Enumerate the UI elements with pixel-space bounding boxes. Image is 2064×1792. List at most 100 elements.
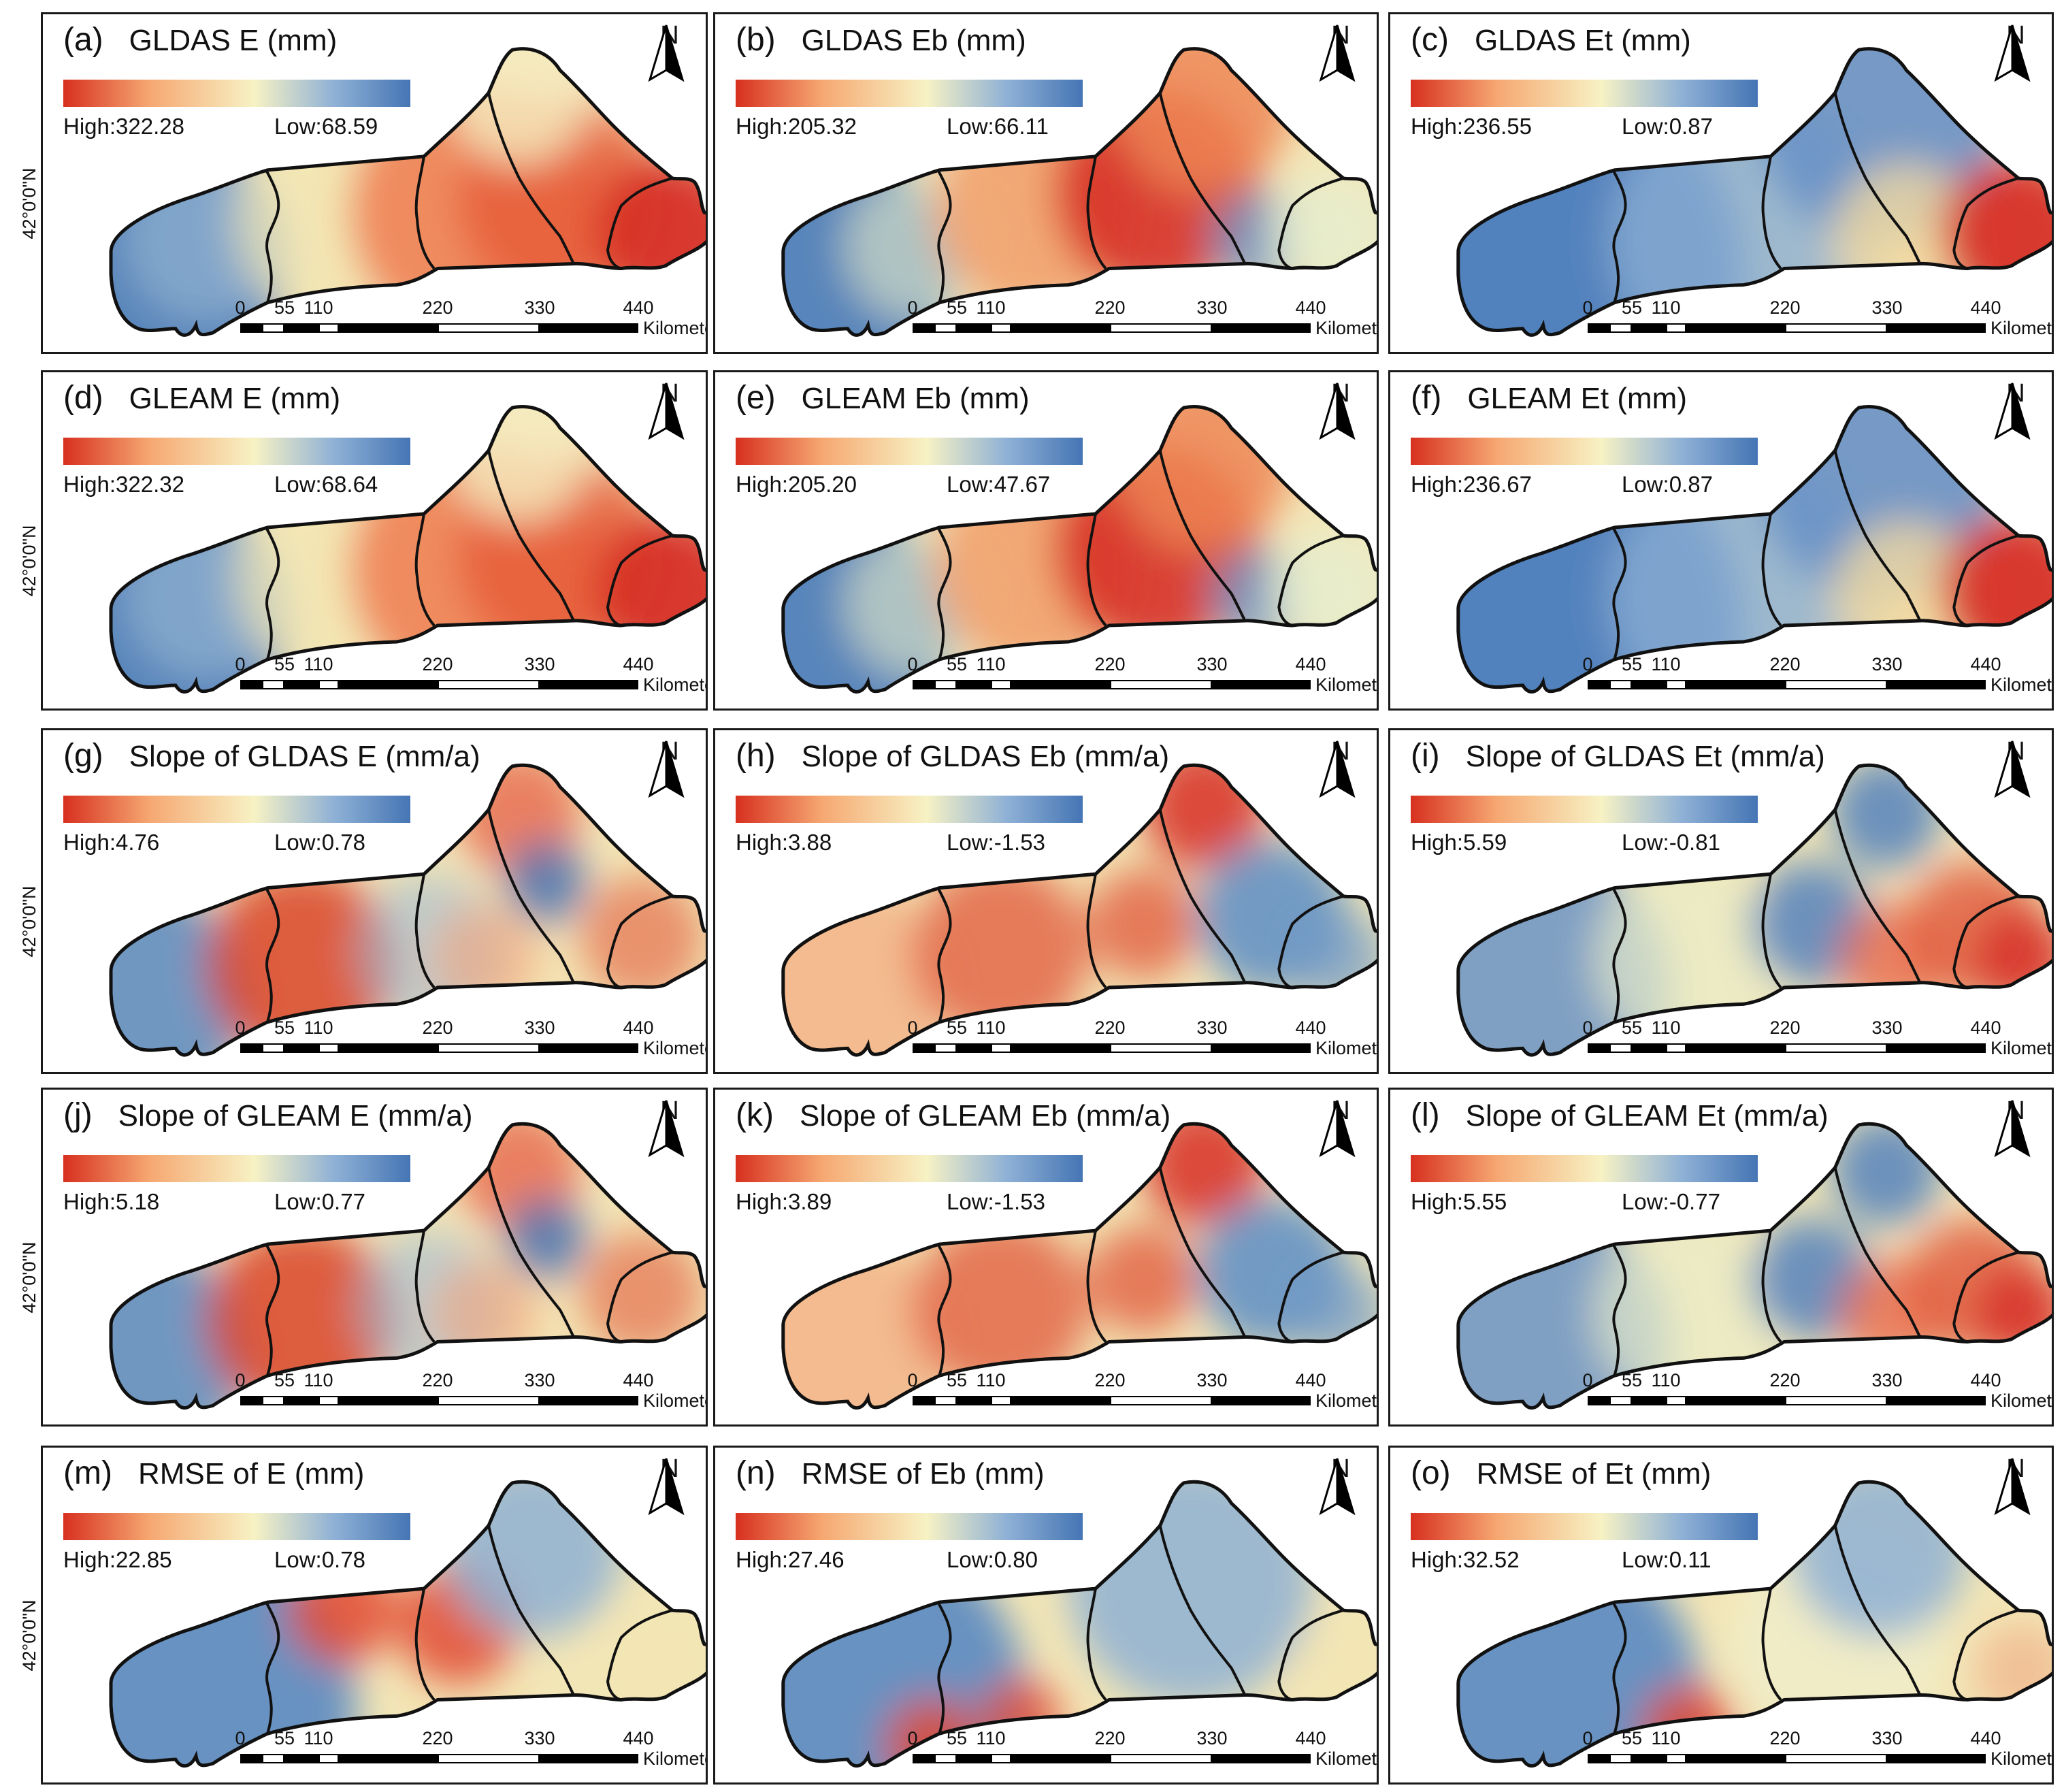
scale-tick: 55: [946, 1017, 968, 1038]
scale-segment: [318, 1754, 339, 1763]
scale-unit: Kilometers: [643, 1748, 706, 1769]
region-boundary: [781, 1122, 1377, 1410]
panel-title: (l) Slope of GLEAM Et (mm/a): [1411, 1096, 1829, 1134]
scale-tick: 220: [422, 1728, 453, 1748]
scale-segment: [540, 1754, 638, 1763]
scale-unit: Kilometers: [1991, 1748, 2052, 1769]
scale-tick: 110: [1651, 1728, 1681, 1748]
colorbar: [736, 438, 1083, 465]
subregion-boundary: [1277, 1251, 1344, 1343]
value-field-blob: [912, 1218, 1089, 1395]
value-field-blob: [580, 1232, 703, 1354]
scale-tick: 110: [976, 1728, 1006, 1748]
scale-segment: [1609, 680, 1632, 689]
scale-segment: [284, 323, 318, 333]
region-boundary: [109, 405, 706, 694]
value-field-blob: [1790, 1482, 1968, 1638]
colorbar: [1411, 1513, 1758, 1540]
panel-letter: (d): [63, 380, 103, 416]
scale-unit: Kilometers: [643, 674, 706, 695]
value-field-blob: [1068, 1482, 1313, 1706]
scale-segment: [1110, 1754, 1212, 1763]
subregion-boundary: [1611, 169, 1627, 304]
scale-unit: Kilometers: [643, 318, 706, 338]
scale-unit: Kilometers: [1991, 1038, 2052, 1058]
scale-tick: 0: [907, 1370, 918, 1390]
scale-tick: 440: [1295, 1728, 1326, 1748]
north-arrow-icon: N: [646, 22, 693, 82]
scale-tick: 330: [1196, 1370, 1228, 1390]
value-field-blob: [580, 875, 703, 1000]
subregion-boundary: [414, 156, 436, 270]
scale-tick: 110: [304, 1728, 333, 1748]
colorbar-high-label: High:3.89: [736, 1189, 832, 1214]
subregion-boundary: [1277, 534, 1344, 627]
subregion-boundary: [1158, 1525, 1247, 1696]
subregion-boundary: [265, 169, 280, 304]
scale-segment: [1588, 323, 1609, 333]
scale-tick: 330: [1871, 297, 1903, 318]
colorbar-low-label: Low:68.59: [274, 114, 378, 139]
scale-unit: Kilometers: [1991, 1390, 2052, 1411]
north-arrow-icon: N: [1317, 380, 1364, 440]
scale-tick: 110: [1651, 297, 1681, 318]
scale-segment: [913, 323, 934, 333]
scale-bar: 0 55 110 220 330 440Kilometers: [235, 1728, 706, 1776]
value-field-blob: [1115, 406, 1293, 549]
panel-title-text: Slope of GLEAM E (mm/a): [118, 1099, 473, 1133]
value-field-blob: [1088, 868, 1198, 979]
scale-unit: Kilometers: [643, 1390, 706, 1411]
scale-segment: [1785, 323, 1887, 333]
scale-segment: [1011, 680, 1110, 689]
map-panel: (f) GLEAM Et (mm) High:236.67 Low:0.87 N 0 55 1…: [1388, 370, 2054, 711]
scale-segment: [1110, 1043, 1212, 1053]
panel-title-text: RMSE of Eb (mm): [801, 1457, 1045, 1490]
scale-segment: [318, 323, 339, 333]
scale-segment: [540, 323, 638, 333]
panel-title: (g) Slope of GLDAS E (mm/a): [63, 737, 480, 775]
scale-tick: 55: [1621, 654, 1643, 674]
colorbar-low-label: Low:47.67: [947, 472, 1051, 497]
north-arrow-icon: N: [646, 1456, 693, 1516]
scale-segment: [1588, 1396, 1609, 1405]
subregion-boundary: [487, 450, 575, 621]
scale-tick: 330: [1196, 1017, 1228, 1038]
map-panel: (h) Slope of GLDAS Eb (mm/a) High:3.88 Low:…: [713, 728, 1379, 1074]
value-field-blob: [111, 882, 247, 1055]
panel-letter: (e): [736, 380, 776, 416]
scale-segment: [240, 323, 262, 333]
colorbar-low-label: Low:0.78: [274, 830, 365, 855]
scale-tick: 440: [1970, 1370, 2001, 1390]
subregion-boundary: [1611, 887, 1627, 1023]
scale-segment: [1632, 1754, 1666, 1763]
scale-segment: [1212, 680, 1311, 689]
scale-tick: 110: [976, 654, 1006, 674]
north-arrow-icon: N: [1992, 1098, 2040, 1158]
scale-tick: 220: [1769, 654, 1801, 674]
panel-letter: (i): [1411, 738, 1440, 774]
region-boundary: [1456, 1122, 2052, 1410]
scale-unit: Kilometers: [1315, 674, 1377, 695]
map-panel: (c) GLDAS Et (mm) High:236.55 Low:0.87 N 0 55 1…: [1388, 12, 2054, 354]
scale-tick: 220: [1094, 297, 1126, 318]
scale-segment: [1588, 1043, 1609, 1053]
colorbar-high-label: High:32.52: [1411, 1547, 1520, 1572]
scale-segment: [1212, 323, 1311, 333]
scale-tick: 0: [235, 1017, 246, 1038]
panel-title: (n) RMSE of Eb (mm): [736, 1454, 1045, 1492]
scale-segment: [957, 1396, 991, 1405]
map-panel: (l) Slope of GLEAM Et (mm/a) High:5.55 Low:…: [1388, 1088, 2054, 1427]
scale-segment: [1686, 1043, 1785, 1053]
scale-tick: 440: [1295, 1017, 1326, 1038]
scale-segment: [262, 1396, 284, 1405]
north-arrow-icon: N: [1992, 22, 2040, 82]
subregion-boundary: [1277, 894, 1344, 989]
scale-segment: [1212, 1754, 1311, 1763]
scale-tick: 330: [1871, 654, 1903, 674]
scale-segment: [438, 1396, 540, 1405]
region-boundary: [1456, 47, 2052, 337]
scale-segment: [339, 323, 438, 333]
colorbar-low-label: Low:0.87: [1622, 472, 1713, 497]
subregion-boundary: [487, 1525, 575, 1696]
scale-segment: [991, 680, 1011, 689]
